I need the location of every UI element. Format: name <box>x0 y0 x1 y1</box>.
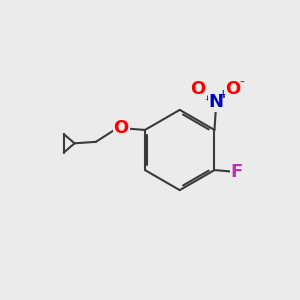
Text: -: - <box>239 75 244 89</box>
Text: O: O <box>190 80 206 98</box>
Text: O: O <box>226 80 241 98</box>
Text: F: F <box>231 163 243 181</box>
Text: O: O <box>114 119 129 137</box>
Text: N: N <box>208 93 224 111</box>
Text: +: + <box>217 88 228 101</box>
